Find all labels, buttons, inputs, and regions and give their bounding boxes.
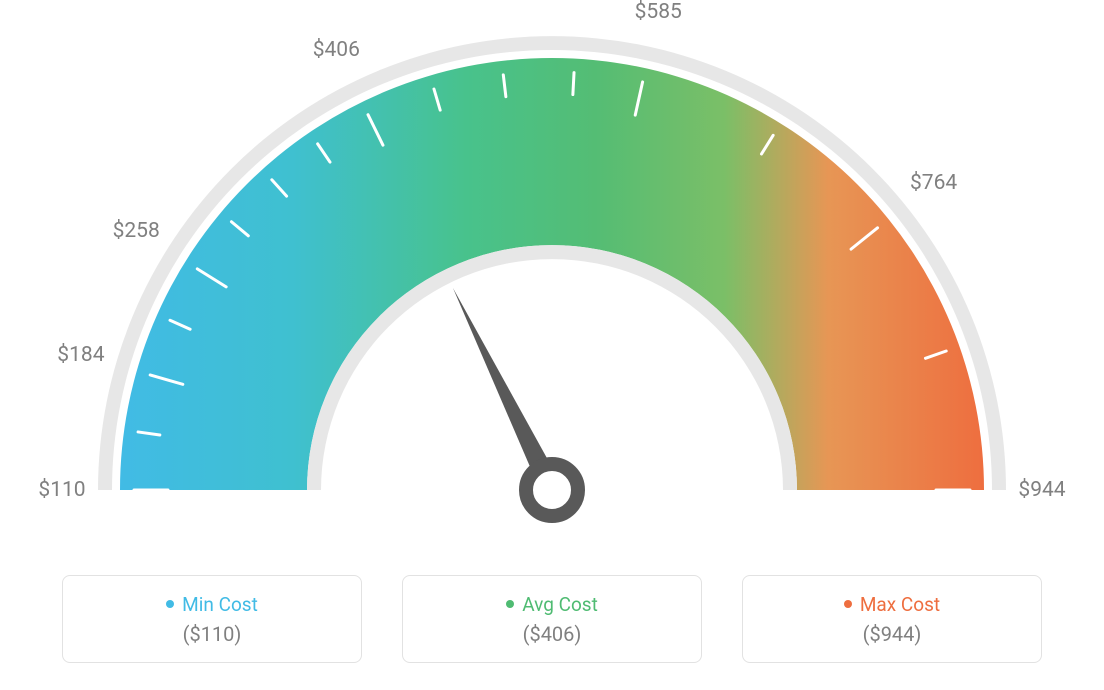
gauge-tick-label: $585 [635, 0, 682, 24]
legend-card-max: Max Cost ($944) [742, 575, 1042, 663]
gauge-tick-label: $764 [910, 171, 957, 195]
legend-value-min: ($110) [183, 622, 242, 646]
legend-label-avg: Avg Cost [522, 593, 598, 616]
gauge-tick-label: $258 [113, 219, 160, 243]
legend-value-max: ($944) [863, 622, 922, 646]
legend-value-avg: ($406) [523, 622, 582, 646]
gauge-tick-label: $184 [57, 343, 104, 367]
legend-row: Min Cost ($110) Avg Cost ($406) Max Cost… [0, 575, 1104, 663]
legend-title-min: Min Cost [166, 593, 258, 616]
legend-card-avg: Avg Cost ($406) [402, 575, 702, 663]
legend-card-min: Min Cost ($110) [62, 575, 362, 663]
legend-dot-avg [506, 600, 514, 608]
gauge-svg [0, 0, 1104, 560]
legend-label-max: Max Cost [860, 593, 940, 616]
gauge-tick-label: $406 [313, 38, 360, 62]
gauge-tick-label: $110 [38, 478, 85, 502]
legend-dot-max [844, 600, 852, 608]
legend-dot-min [166, 600, 174, 608]
legend-label-min: Min Cost [182, 593, 258, 616]
legend-title-avg: Avg Cost [506, 593, 598, 616]
gauge-tick-label: $944 [1018, 478, 1065, 502]
gauge-chart: $110 $184 $258 $406 $585 $764 $944 [0, 0, 1104, 560]
legend-title-max: Max Cost [844, 593, 940, 616]
